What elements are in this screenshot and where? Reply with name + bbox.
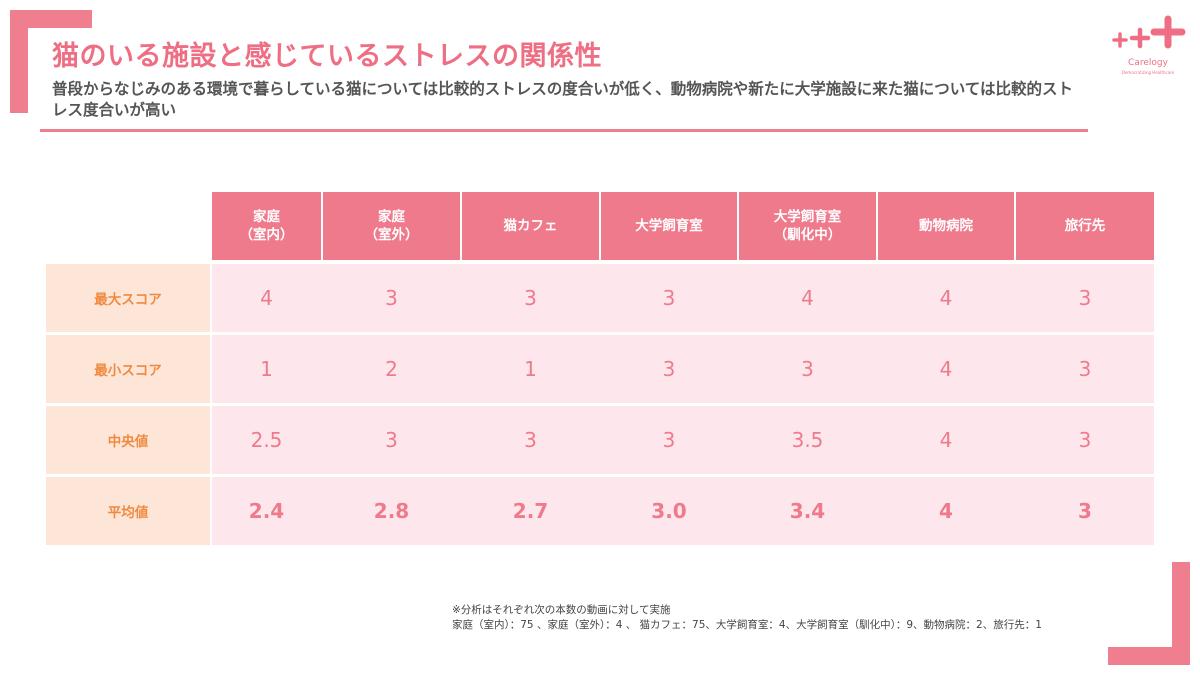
logo-tagline: Democratizing Healthcare — [1121, 70, 1175, 75]
column-header: 動物病院 — [878, 192, 1014, 260]
corner-decoration-top-left-vertical — [10, 10, 28, 113]
table-cell: 3 — [1078, 499, 1092, 523]
table-cell: 3 — [662, 357, 676, 381]
table-cell: 1 — [260, 357, 273, 381]
table-cell: 2.4 — [248, 499, 285, 523]
plus-logo-icon — [1112, 15, 1186, 49]
table-cell: 3 — [524, 428, 537, 452]
footnote-line-1: ※分析はそれぞれ次の本数の動画に対して実施 — [452, 604, 671, 616]
table-cell: 2.5 — [250, 428, 283, 452]
table-cell: 3 — [1078, 428, 1092, 452]
table-cell: 2 — [385, 357, 398, 381]
column-header: 猫カフェ — [462, 192, 599, 260]
page-title: 猫のいる施設と感じているストレスの関係性 — [52, 41, 602, 72]
corner-decoration-bottom-right — [1108, 647, 1190, 665]
table-row — [212, 264, 1154, 332]
column-header: 旅行先 — [1016, 192, 1154, 260]
title-divider — [40, 129, 1088, 132]
table-row — [212, 406, 1154, 474]
table-cell: 4 — [939, 357, 953, 381]
logo-name: Carelogy — [1128, 58, 1168, 68]
table-cell: 1 — [524, 357, 537, 381]
corner-decoration-top-left — [10, 10, 92, 28]
carelogy-logo: Carelogy Democratizing Healthcare — [1106, 14, 1190, 80]
table-cell: 3 — [524, 286, 537, 310]
table-cell: 3 — [385, 286, 398, 310]
footnote: ※分析はそれぞれ次の本数の動画に対して実施 家庭（室内）：75 、家庭（室外）：… — [452, 603, 1042, 633]
column-header: 大学飼育室 — [601, 192, 737, 260]
column-header: 家庭 （室外） — [323, 192, 460, 260]
table-cell: 4 — [939, 499, 953, 523]
corner-decoration-bottom-right-vertical — [1172, 562, 1190, 665]
column-header: 家庭 （室内） — [212, 192, 321, 260]
row-header: 中央値 — [46, 406, 210, 474]
table-cell: 3 — [1078, 357, 1092, 381]
table-cell: 4 — [939, 286, 953, 310]
table-row — [212, 477, 1154, 545]
table-cell: 3 — [385, 428, 398, 452]
row-header: 最大スコア — [46, 264, 210, 332]
table-cell: 3 — [801, 357, 814, 381]
table-cell: 4 — [801, 286, 814, 310]
table-cell: 4 — [939, 428, 953, 452]
table-cell: 4 — [260, 286, 273, 310]
row-header: 平均値 — [46, 477, 210, 545]
table-cell: 3 — [662, 428, 676, 452]
table-cell: 3.0 — [651, 499, 687, 523]
footnote-line-2: 家庭（室内）：75 、家庭（室外）：4 、 猫カフェ：75、大学飼育室：4、大学… — [452, 619, 1042, 631]
table-cell: 2.8 — [373, 499, 410, 523]
table-cell: 3 — [662, 286, 676, 310]
table-cell: 3.5 — [791, 428, 824, 452]
table-cell: 2.7 — [512, 499, 549, 523]
table-row — [212, 335, 1154, 403]
row-header: 最小スコア — [46, 335, 210, 403]
column-header: 大学飼育室 （馴化中） — [739, 192, 876, 260]
table-cell: 3 — [1078, 286, 1092, 310]
table-cell: 3.4 — [789, 499, 826, 523]
page-subtitle: 普段からなじみのある環境で暮らしている猫については比較的ストレスの度合いが低く、… — [52, 80, 1073, 119]
